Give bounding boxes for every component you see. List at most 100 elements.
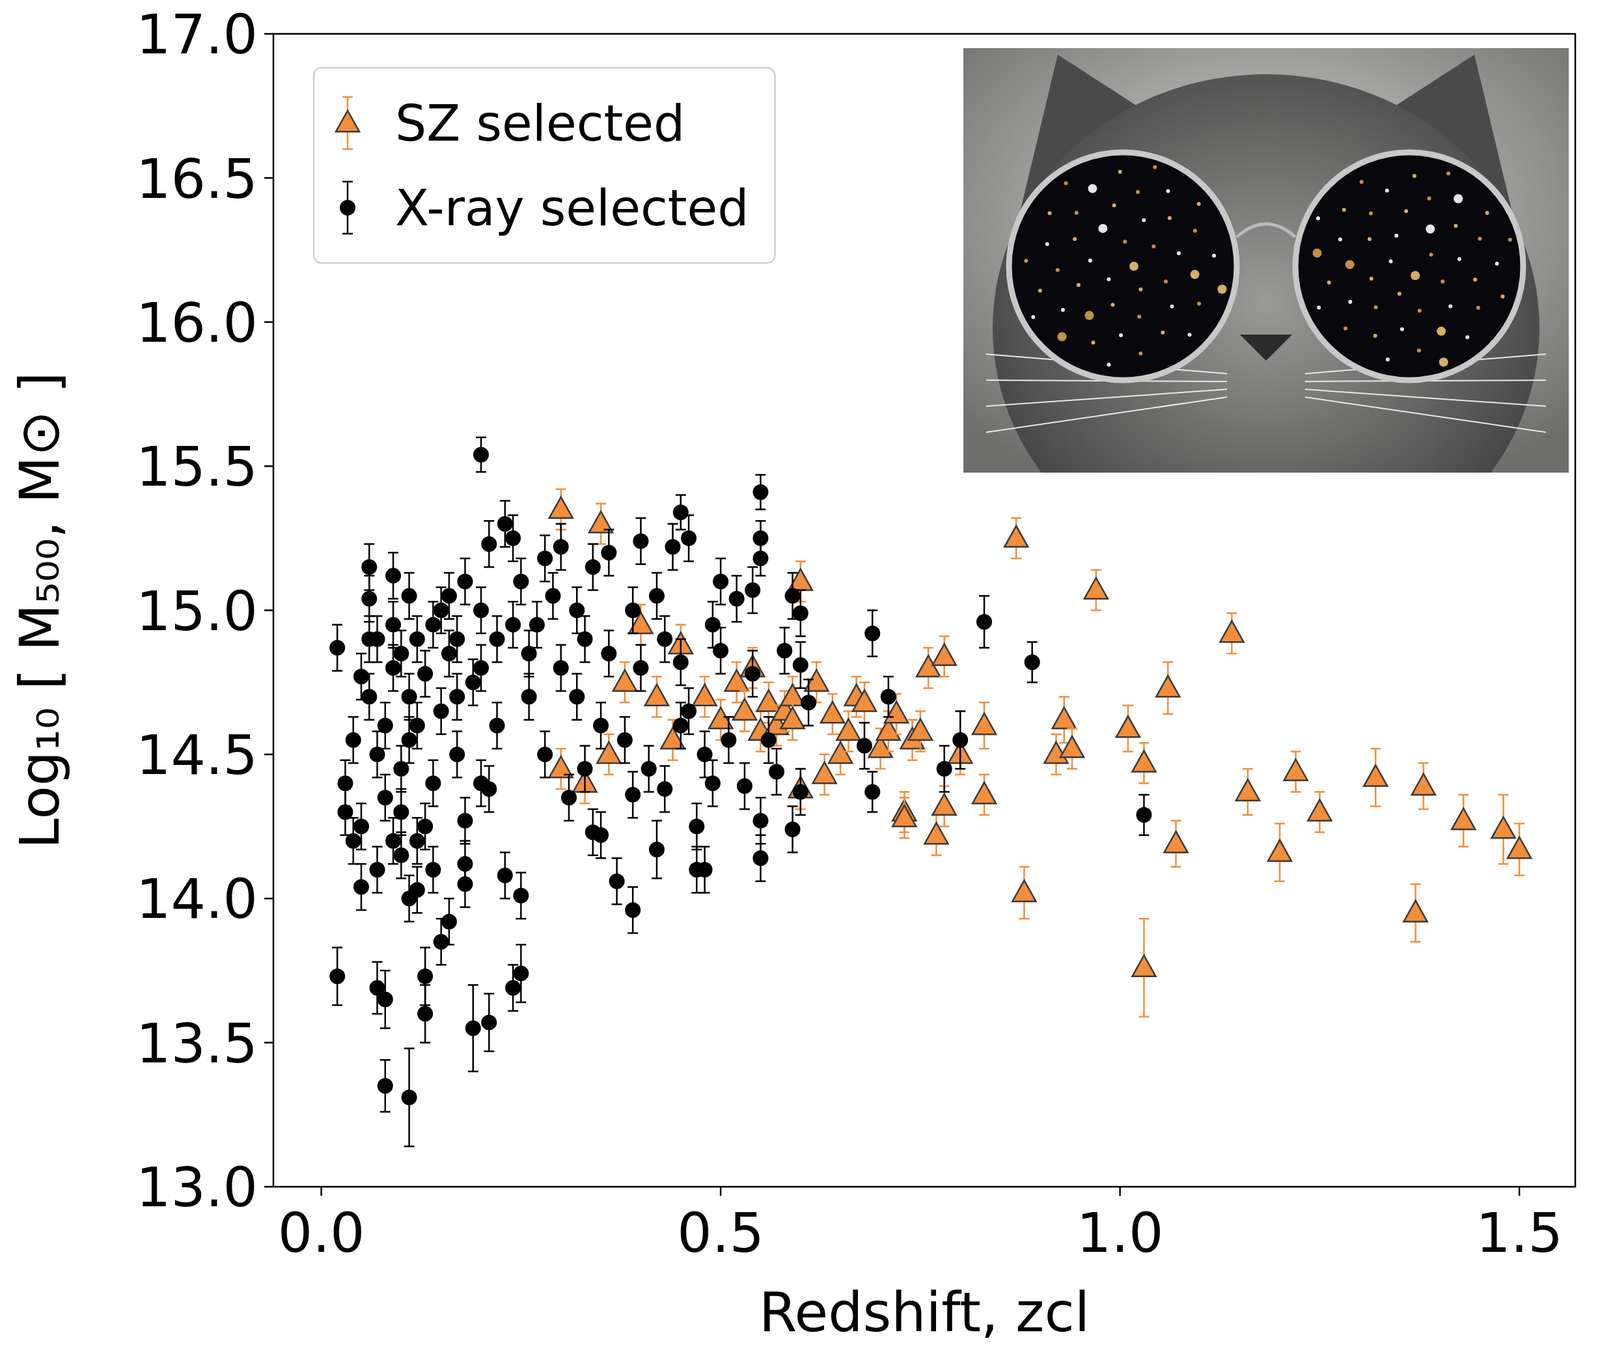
error-cap: [363, 718, 375, 721]
error-cap: [436, 632, 447, 635]
error-cap: [795, 589, 806, 592]
marker: [712, 642, 729, 659]
error-cap: [755, 574, 766, 577]
lens-star: [1508, 237, 1513, 242]
error-cap: [412, 615, 423, 618]
error-cap: [468, 1070, 479, 1073]
lens-star: [1064, 180, 1069, 185]
error-cap: [795, 641, 806, 644]
error-cap: [395, 629, 407, 632]
lens-star: [1152, 165, 1157, 170]
error-cap: [468, 658, 479, 661]
marker: [441, 587, 457, 604]
error-cap: [651, 675, 663, 678]
marker: [377, 717, 394, 734]
marker: [704, 617, 721, 633]
error-cap: [755, 880, 766, 883]
lens-star: [1369, 276, 1374, 281]
lens-star: [1367, 236, 1372, 241]
error-cap: [683, 733, 694, 736]
error-cap: [1370, 805, 1381, 808]
lens-star: [1385, 357, 1390, 362]
marker: [752, 550, 769, 567]
error-cap: [443, 943, 455, 946]
marker: [648, 587, 665, 604]
error-cap: [363, 574, 375, 577]
y-tick-label: 15.0: [136, 579, 258, 644]
error-cap: [683, 560, 694, 563]
marker: [553, 538, 569, 555]
lens-star: [1137, 314, 1142, 319]
y-tick: [264, 897, 274, 900]
error-cap: [515, 871, 526, 874]
marker: [353, 879, 370, 896]
error-cap: [619, 716, 631, 718]
lens-star: [1106, 277, 1111, 282]
error-cap: [675, 747, 687, 750]
error-cap: [1090, 609, 1102, 612]
marker: [720, 732, 737, 748]
error-cap: [483, 566, 495, 569]
lens-star: [1385, 188, 1390, 193]
error-cap: [515, 603, 526, 606]
error-cap: [492, 615, 503, 618]
error-cap: [387, 643, 399, 646]
error-cap: [468, 984, 479, 987]
marker: [932, 794, 957, 815]
marker: [932, 643, 957, 665]
error-cap: [627, 885, 638, 888]
error-cap: [1010, 517, 1022, 520]
error-cap: [475, 805, 487, 808]
error-cap: [1066, 727, 1078, 730]
lens-star: [1429, 252, 1434, 257]
lens-star: [1400, 327, 1405, 332]
marker: [1004, 525, 1028, 547]
error-cap: [404, 673, 415, 676]
lens-star: [1436, 326, 1446, 336]
error-cap: [659, 661, 670, 664]
error-cap: [1498, 794, 1509, 797]
error-cap: [1090, 568, 1102, 571]
y-tick: [264, 609, 274, 612]
error-cap: [587, 808, 599, 811]
marker: [361, 688, 377, 705]
marker: [593, 717, 609, 734]
marker: [369, 861, 386, 878]
lens-star: [1038, 288, 1043, 293]
marker: [401, 732, 418, 748]
lens-star: [1212, 253, 1216, 258]
marker: [792, 783, 809, 800]
marker: [864, 625, 881, 642]
lens-star: [1389, 259, 1394, 264]
error-cap: [1514, 874, 1525, 877]
error-cap: [404, 572, 415, 575]
error-cap: [1290, 750, 1302, 753]
marker: [425, 617, 441, 633]
lens-star: [1087, 184, 1097, 194]
error-cap: [683, 514, 694, 517]
marker: [377, 991, 394, 1007]
marker: [976, 613, 993, 630]
marker: [345, 833, 362, 849]
error-cap: [1027, 681, 1038, 684]
error-cap: [747, 612, 758, 615]
error-cap: [699, 891, 711, 894]
plot-frame: [273, 33, 1576, 1187]
error-cap: [691, 802, 702, 805]
lens-star: [1495, 261, 1500, 266]
error-cap: [859, 721, 870, 724]
error-cap: [939, 675, 950, 678]
error-cap: [627, 770, 638, 773]
error-cap: [404, 716, 415, 718]
error-cap: [492, 701, 503, 704]
lens-star: [1457, 257, 1462, 262]
error-cap: [1162, 661, 1173, 664]
marker: [353, 668, 370, 685]
marker: [441, 913, 457, 930]
marker: [609, 873, 625, 890]
marker: [337, 775, 353, 791]
error-cap: [331, 1004, 343, 1007]
error-cap: [731, 574, 743, 577]
marker: [673, 654, 689, 670]
error-cap: [763, 716, 774, 718]
